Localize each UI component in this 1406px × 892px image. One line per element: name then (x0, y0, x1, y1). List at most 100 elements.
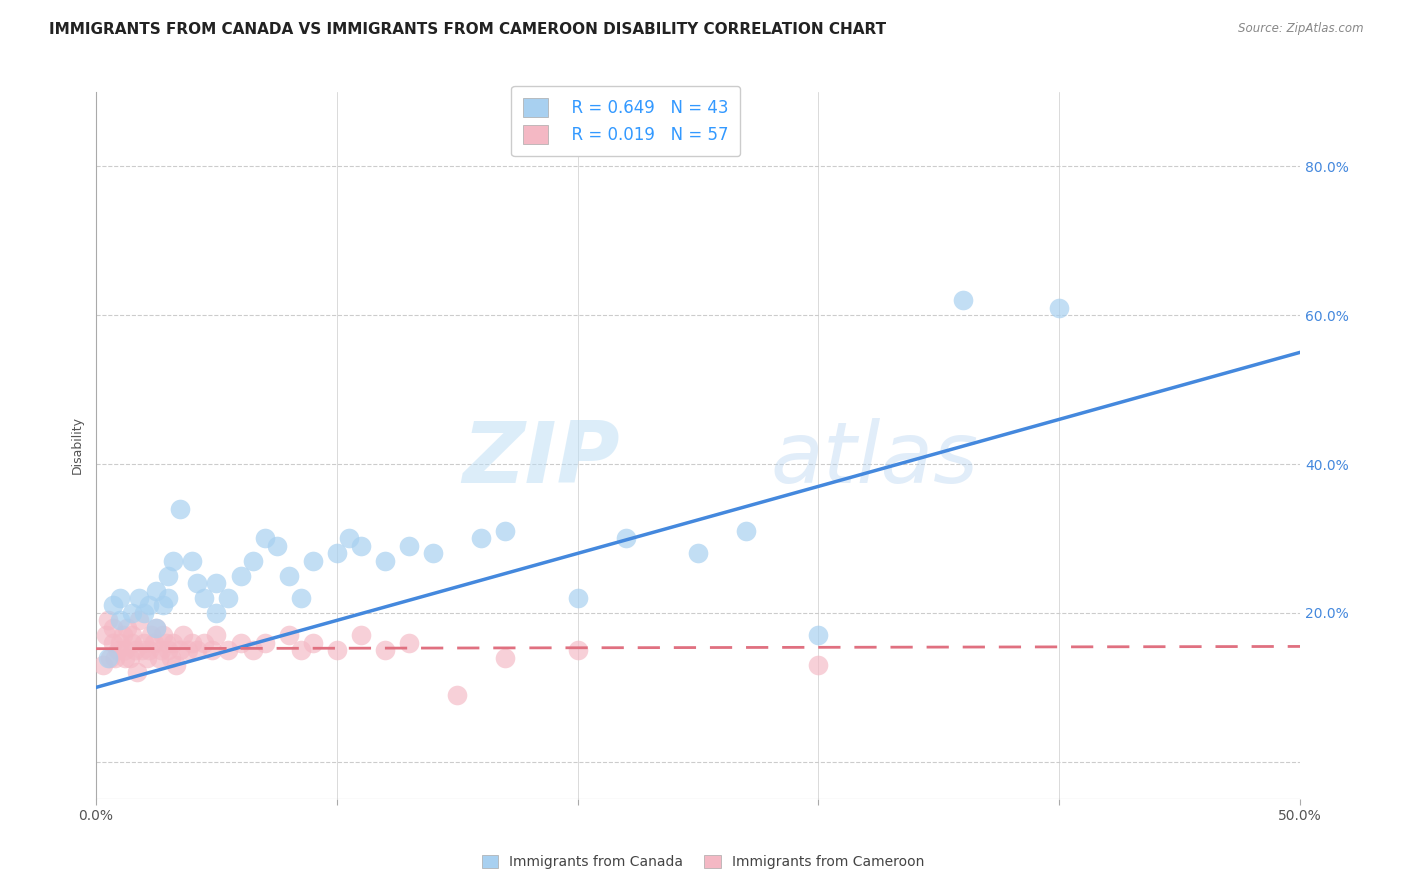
Point (145, 621, 167, 635)
Point (150, 643, 173, 657)
Point (152, 628, 174, 642)
Legend:   R = 0.649   N = 43,   R = 0.019   N = 57: R = 0.649 N = 43, R = 0.019 N = 57 (512, 86, 741, 156)
Point (169, 643, 191, 657)
Point (807, 658, 830, 673)
Point (1047, 301, 1070, 315)
Point (101, 636, 124, 650)
Point (193, 591, 215, 605)
Point (94, 628, 117, 642)
Point (145, 583, 167, 598)
Point (186, 576, 208, 591)
Text: atlas: atlas (770, 418, 979, 501)
Point (807, 628, 830, 642)
Point (111, 628, 134, 642)
Point (229, 636, 252, 650)
Point (205, 576, 228, 591)
Point (152, 599, 174, 613)
Text: IMMIGRANTS FROM CANADA VS IMMIGRANTS FROM CAMEROON DISABILITY CORRELATION CHART: IMMIGRANTS FROM CANADA VS IMMIGRANTS FRO… (49, 22, 886, 37)
Point (108, 591, 131, 605)
Point (125, 665, 148, 680)
Point (101, 621, 124, 635)
Point (290, 591, 312, 605)
Point (567, 643, 589, 657)
Point (145, 621, 167, 635)
Point (350, 628, 373, 642)
Point (157, 591, 180, 605)
Point (100, 650, 122, 665)
Point (131, 643, 153, 657)
Legend: Immigrants from Canada, Immigrants from Cameroon: Immigrants from Canada, Immigrants from … (475, 848, 931, 876)
Point (108, 636, 131, 650)
Point (134, 636, 156, 650)
Point (446, 688, 468, 702)
Point (290, 643, 312, 657)
Point (157, 568, 180, 582)
Point (121, 636, 143, 650)
Point (181, 636, 204, 650)
Point (614, 532, 637, 546)
Point (121, 628, 143, 642)
Point (159, 650, 181, 665)
Point (128, 613, 150, 627)
Point (162, 554, 184, 568)
Point (494, 650, 516, 665)
Point (337, 532, 360, 546)
Point (374, 554, 396, 568)
Point (186, 643, 208, 657)
Point (104, 650, 127, 665)
Point (242, 643, 264, 657)
Y-axis label: Disability: Disability (72, 417, 84, 475)
Point (952, 293, 974, 308)
Point (124, 643, 146, 657)
Point (114, 650, 136, 665)
Point (121, 606, 143, 620)
Point (277, 568, 299, 582)
Point (422, 546, 444, 560)
Point (398, 636, 420, 650)
Point (91, 658, 114, 673)
Point (135, 650, 157, 665)
Point (326, 643, 349, 657)
Point (134, 606, 156, 620)
Point (97, 613, 120, 627)
Point (97, 650, 120, 665)
Point (218, 591, 240, 605)
Point (181, 554, 204, 568)
Point (494, 524, 516, 538)
Point (253, 532, 276, 546)
Point (114, 643, 136, 657)
Point (229, 568, 252, 582)
Point (118, 650, 141, 665)
Point (374, 643, 396, 657)
Point (155, 636, 177, 650)
Point (277, 628, 299, 642)
Point (201, 643, 224, 657)
Point (101, 599, 124, 613)
Point (470, 532, 492, 546)
Point (108, 613, 131, 627)
Point (148, 650, 170, 665)
Point (193, 636, 215, 650)
Point (141, 628, 163, 642)
Point (218, 643, 240, 657)
Point (398, 539, 420, 553)
Point (242, 554, 264, 568)
Text: ZIP: ZIP (463, 418, 620, 501)
Point (253, 636, 276, 650)
Point (567, 591, 589, 605)
Point (128, 591, 150, 605)
Point (169, 501, 191, 516)
Point (350, 539, 373, 553)
Point (172, 628, 194, 642)
Point (176, 643, 198, 657)
Point (165, 658, 187, 673)
Point (266, 539, 288, 553)
Point (107, 643, 129, 657)
Point (138, 643, 160, 657)
Point (301, 636, 323, 650)
Point (162, 636, 184, 650)
Point (735, 524, 758, 538)
Point (117, 621, 139, 635)
Point (686, 546, 709, 560)
Point (326, 546, 349, 560)
